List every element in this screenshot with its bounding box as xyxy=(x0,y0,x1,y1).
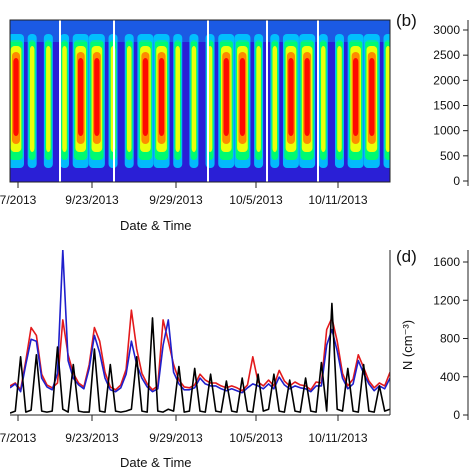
line-series-black xyxy=(10,302,390,414)
heatmap-band-segment xyxy=(272,46,278,152)
heatmap-band-segment xyxy=(175,46,180,152)
heatmap-x-tick-label: 10/5/2013 xyxy=(229,193,283,207)
heatmap-x-axis-label: Date & Time xyxy=(120,218,192,233)
colorbar-y-tick-label: 3000 xyxy=(433,23,460,37)
heatmap-band-segment xyxy=(62,46,67,152)
heatmap-frame xyxy=(9,19,391,183)
heatmap-panel-a: 7/2013 9/23/2013 9/29/2013 10/5/2013 10/11/2… xyxy=(0,19,391,233)
line-x-tick-label: 9/29/2013 xyxy=(149,431,203,445)
heatmap-band-segment xyxy=(337,46,342,152)
heatmap-band-segment xyxy=(158,58,165,136)
heatmap-band-segment xyxy=(239,58,246,136)
line-x-tick-label: 10/5/2013 xyxy=(229,431,283,445)
panel-d-y-tick-label: 400 xyxy=(440,370,460,384)
colorbar-y-ticks: 3000 2500 2000 1500 1000 500 0 xyxy=(433,23,468,188)
heatmap-band-segment xyxy=(126,46,132,152)
line-panel-c: 7/2013 9/23/2013 9/29/2013 10/5/2013 10/11/2… xyxy=(0,250,391,470)
line-series-group xyxy=(10,250,390,414)
heatmap-x-tick-label: 7/2013 xyxy=(0,193,37,207)
colorbar-y-tick-label: 2000 xyxy=(433,73,460,87)
panel-d-y-ticks: 1600 1200 800 400 0 xyxy=(433,255,468,422)
panel-d-y-axis-label: N (cm⁻³) xyxy=(400,320,415,370)
panel-d-y-tick-label: 1600 xyxy=(433,255,460,269)
panel-d-y-tick-label: 800 xyxy=(440,332,460,346)
colorbar-y-tick-label: 0 xyxy=(453,174,460,188)
heatmap-band-segment xyxy=(288,58,294,136)
panel-d-label: (d) xyxy=(396,247,417,266)
heatmap-band-segment xyxy=(13,58,19,136)
heatmap-x-tick-label: 9/23/2013 xyxy=(65,193,119,207)
heatmap-band-segment xyxy=(94,58,100,136)
panel-d-y-tick-label: 0 xyxy=(453,408,460,422)
line-series-red xyxy=(10,309,390,392)
heatmap-band-segment xyxy=(46,46,51,152)
heatmap-band-segment xyxy=(352,58,359,136)
heatmap-band-segment xyxy=(78,58,84,136)
heatmap-bands xyxy=(10,20,390,182)
heatmap-x-tick-label: 10/11/2013 xyxy=(308,193,367,207)
line-x-ticks: 7/2013 9/23/2013 9/29/2013 10/5/2013 10/11/2… xyxy=(0,415,368,445)
heatmap-band-segment xyxy=(223,58,229,136)
axis-panel-d: (d) 1600 1200 800 400 0 N (cm⁻³) xyxy=(396,247,469,422)
line-x-tick-label: 7/2013 xyxy=(0,431,37,445)
heatmap-band-segment xyxy=(385,46,390,152)
heatmap-band-segment xyxy=(369,58,375,136)
heatmap-band-segment xyxy=(191,46,197,152)
colorbar-y-tick-label: 1000 xyxy=(433,124,460,138)
colorbar-y-tick-label: 500 xyxy=(440,149,460,163)
heatmap-x-ticks: 7/2013 9/23/2013 9/29/2013 10/5/2013 10/11/2… xyxy=(0,182,368,207)
heatmap-band-segment xyxy=(29,46,35,152)
line-series-blue xyxy=(10,250,390,394)
heatmap-x-tick-label: 9/29/2013 xyxy=(149,193,203,207)
line-x-axis-label: Date & Time xyxy=(120,455,192,470)
heatmap-top-haze xyxy=(10,20,390,42)
heatmap-band-segment xyxy=(142,58,149,136)
heatmap-band-segment xyxy=(256,46,261,152)
heatmap-band-segment xyxy=(304,58,310,136)
colorbar-panel-b: (b) 3000 2500 2000 1500 1000 500 0 xyxy=(396,11,469,188)
panel-d-y-tick-label: 1200 xyxy=(433,293,460,307)
colorbar-y-tick-label: 2500 xyxy=(433,48,460,62)
line-x-tick-label: 9/23/2013 xyxy=(65,431,119,445)
heatmap-band-segment xyxy=(321,46,326,152)
line-x-tick-label: 10/11/2013 xyxy=(308,431,367,445)
colorbar-y-tick-label: 1500 xyxy=(433,99,460,113)
panel-b-label: (b) xyxy=(396,11,417,30)
